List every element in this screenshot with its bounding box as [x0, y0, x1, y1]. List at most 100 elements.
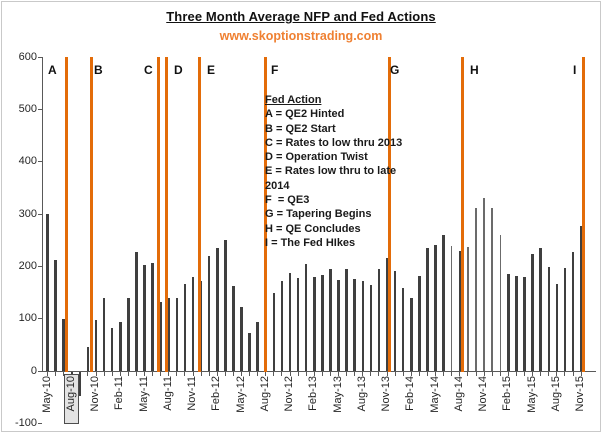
x-axis-tick — [354, 372, 356, 376]
legend-item: I = The Fed HIkes — [265, 236, 356, 249]
bar — [458, 250, 462, 371]
bar — [151, 263, 154, 371]
bar — [127, 298, 130, 371]
event-letter-E: E — [207, 63, 216, 77]
x-axis-tick — [394, 372, 396, 376]
x-axis-label: Nov-14 — [477, 376, 490, 412]
bar — [515, 276, 518, 371]
bar — [361, 280, 365, 371]
x-axis-tick — [281, 372, 283, 376]
x-axis-tick — [378, 372, 380, 376]
bar — [199, 280, 203, 371]
bar — [321, 275, 324, 371]
legend-item: F = QE3 — [265, 194, 310, 207]
bar — [280, 280, 284, 371]
event-line-A — [64, 57, 68, 372]
x-axis-tick — [176, 372, 178, 376]
bar — [579, 226, 583, 371]
event-letter-G: G — [390, 63, 400, 77]
event-line-I — [582, 57, 585, 372]
event-line-B — [89, 57, 93, 372]
x-axis-label: Aug-13 — [355, 376, 368, 412]
x-axis-tick — [451, 372, 453, 376]
x-axis-tick — [386, 372, 388, 376]
x-axis-tick — [47, 372, 48, 376]
legend-item: A = QE2 Hinted — [265, 108, 345, 121]
event-line-C — [157, 57, 160, 372]
x-axis-tick — [95, 372, 97, 376]
y-axis-tick — [38, 422, 42, 424]
x-axis-label: Nov-11 — [186, 376, 199, 411]
x-axis-tick — [111, 372, 113, 376]
event-letter-B: B — [94, 63, 103, 77]
y-axis-label: 0 — [30, 364, 37, 377]
x-axis-tick — [564, 372, 566, 376]
event-letter-D: D — [174, 63, 183, 77]
bar — [272, 292, 276, 371]
x-axis-tick — [265, 372, 267, 376]
y-axis-tick — [38, 318, 42, 320]
x-axis-tick — [87, 372, 89, 376]
x-axis-label: May-12 — [234, 376, 247, 413]
event-letter-A: A — [48, 63, 57, 77]
bar — [240, 307, 243, 371]
x-axis-label: May-14 — [428, 376, 441, 413]
bar — [329, 268, 332, 371]
bar — [46, 214, 49, 371]
x-axis-tick — [338, 372, 340, 376]
legend-item: B = QE2 Start — [265, 122, 336, 135]
legend-item: H = QE Concludes — [265, 222, 361, 235]
event-line-F — [263, 57, 267, 372]
bar — [377, 269, 381, 371]
bar — [547, 266, 551, 371]
legend-items: A = QE2 Hinted B = QE2 Start C = Rates to … — [265, 107, 402, 250]
x-axis-tick — [135, 372, 137, 376]
x-axis-tick — [152, 372, 154, 376]
x-axis-tick — [418, 372, 420, 376]
y-axis — [42, 57, 43, 372]
x-axis-tick — [257, 372, 259, 376]
bar — [167, 297, 171, 371]
y-axis-tick — [38, 108, 42, 110]
y-axis-tick — [38, 56, 42, 58]
x-axis-tick — [532, 372, 534, 376]
x-axis-label: Nov-12 — [283, 376, 296, 412]
bar — [207, 255, 211, 371]
x-axis — [42, 371, 596, 373]
bar — [248, 333, 251, 371]
bar — [571, 251, 575, 371]
event-line-D — [165, 57, 168, 372]
y-axis-label: -100 — [14, 416, 37, 429]
y-axis-label: 300 — [18, 207, 37, 220]
y-axis-tick — [38, 370, 42, 372]
y-axis-label: 200 — [18, 259, 37, 272]
bar — [563, 268, 567, 371]
event-letter-H: H — [470, 63, 479, 77]
x-axis-tick — [184, 372, 186, 376]
x-axis-label: Nov-10 — [89, 376, 101, 412]
bar — [86, 347, 90, 371]
x-axis-tick — [249, 372, 251, 376]
x-axis-tick — [103, 372, 105, 376]
x-axis-tick — [580, 372, 582, 376]
chart-subtitle: www.skoptionstrading.com — [219, 29, 383, 43]
x-axis-label: Aug-10 — [64, 376, 77, 412]
y-axis-label: 500 — [18, 102, 37, 115]
x-axis-tick — [475, 372, 477, 376]
x-axis-tick — [216, 372, 218, 376]
x-axis-label: Feb-12 — [210, 376, 223, 411]
y-axis-label: 600 — [18, 50, 37, 63]
x-axis-label: May-15 — [525, 376, 538, 413]
bar — [175, 297, 179, 371]
x-axis-tick — [548, 372, 550, 376]
x-axis-tick — [515, 372, 517, 376]
x-axis-label: Aug-12 — [258, 376, 271, 412]
bar — [102, 297, 106, 371]
bar — [507, 273, 510, 371]
fed-action-legend: Fed Action A = QE2 Hinted B = QE2 Start C … — [265, 93, 402, 250]
x-axis-tick — [208, 372, 210, 376]
bar — [135, 251, 138, 371]
event-line-H — [460, 57, 464, 372]
x-axis-label: May-13 — [331, 376, 344, 413]
